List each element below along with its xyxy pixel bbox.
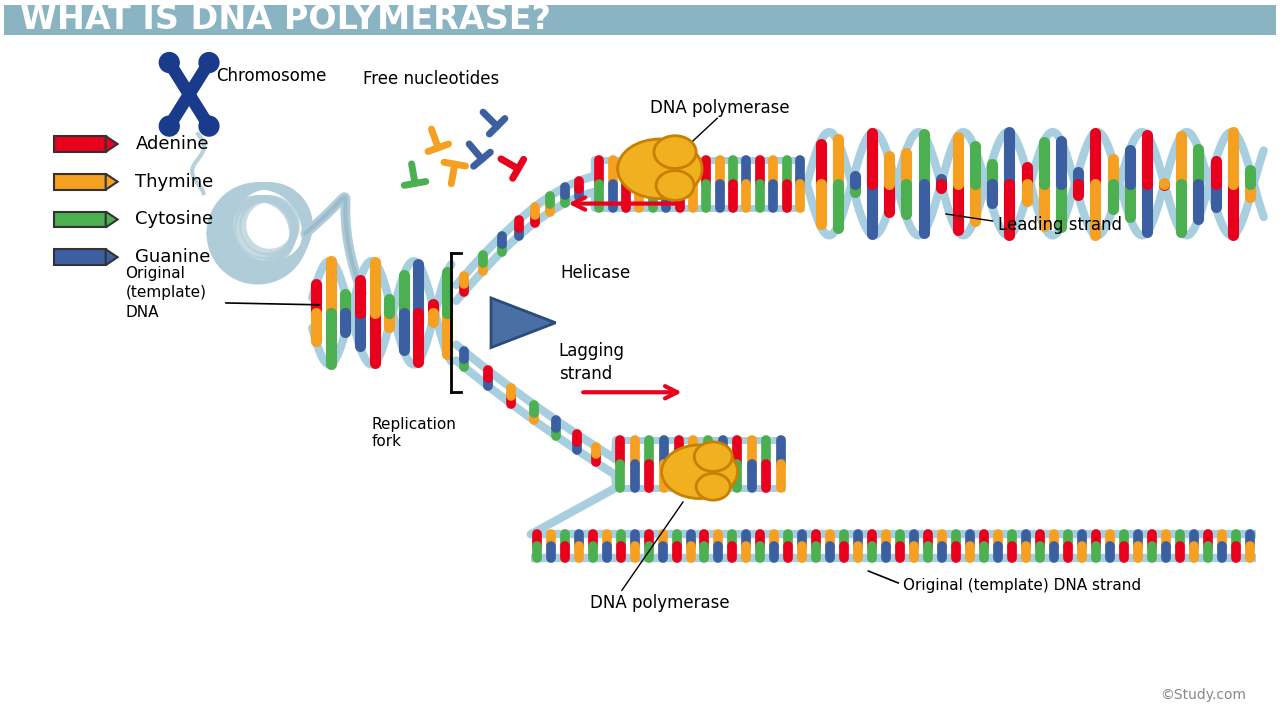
Polygon shape (4, 5, 1276, 35)
FancyArrow shape (106, 249, 118, 265)
FancyArrow shape (54, 174, 106, 189)
Text: DNA polymerase: DNA polymerase (590, 594, 730, 612)
Text: Replication
fork: Replication fork (372, 417, 457, 449)
Ellipse shape (654, 136, 696, 168)
FancyArrow shape (106, 212, 118, 228)
Circle shape (200, 53, 219, 73)
Text: Original
(template)
DNA: Original (template) DNA (125, 266, 206, 320)
Ellipse shape (662, 445, 737, 498)
Circle shape (183, 89, 195, 100)
Ellipse shape (694, 442, 732, 472)
Text: Cytosine: Cytosine (136, 210, 214, 228)
Text: Free nucleotides: Free nucleotides (364, 71, 499, 89)
Ellipse shape (618, 139, 701, 199)
Circle shape (200, 116, 219, 136)
Circle shape (159, 53, 179, 73)
Text: ©Study.com: ©Study.com (1160, 688, 1245, 702)
FancyArrow shape (54, 212, 106, 228)
Text: WHAT IS DNA POLYMERASE?: WHAT IS DNA POLYMERASE? (20, 4, 552, 36)
Text: Original (template) DNA strand: Original (template) DNA strand (904, 578, 1142, 593)
FancyArrow shape (106, 174, 118, 189)
Ellipse shape (696, 473, 731, 500)
Text: Helicase: Helicase (561, 264, 631, 282)
Text: Adenine: Adenine (136, 135, 209, 153)
FancyArrow shape (106, 136, 118, 152)
Text: Chromosome: Chromosome (216, 68, 326, 86)
Polygon shape (4, 5, 1276, 35)
Text: Guanine: Guanine (136, 248, 211, 266)
FancyArrow shape (54, 136, 106, 152)
Text: Lagging
strand: Lagging strand (558, 343, 625, 382)
Text: Leading strand: Leading strand (997, 217, 1121, 235)
Text: DNA polymerase: DNA polymerase (650, 99, 790, 117)
FancyArrow shape (54, 249, 106, 265)
Ellipse shape (657, 171, 694, 200)
Circle shape (159, 116, 179, 136)
Polygon shape (492, 298, 556, 348)
Text: Thymine: Thymine (136, 173, 214, 191)
